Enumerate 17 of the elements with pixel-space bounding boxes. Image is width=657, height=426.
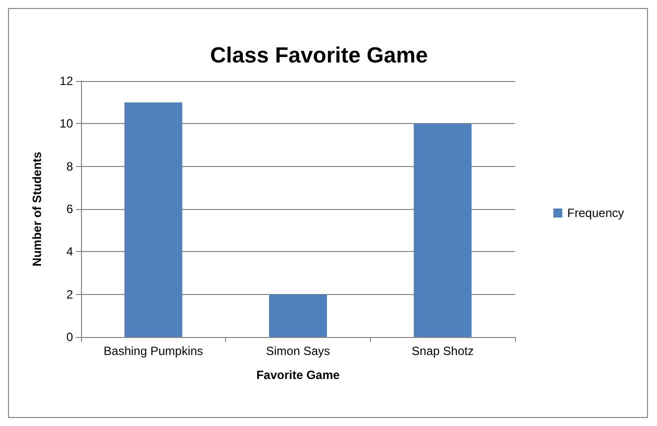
x-axis-title: Favorite Game (256, 368, 340, 382)
y-tick-label: 4 (66, 244, 74, 259)
bar (414, 124, 472, 337)
y-tick-label: 12 (60, 74, 74, 88)
x-tick-label: Bashing Pumpkins (104, 344, 204, 358)
y-tick-label: 10 (60, 116, 74, 131)
chart-title: Class Favorite Game (210, 42, 428, 68)
x-tick-label: Simon Says (266, 344, 330, 358)
y-axis-title: Number of Students (30, 151, 44, 266)
y-tick-label: 0 (66, 330, 74, 344)
legend-label: Frequency (567, 206, 624, 220)
bar (269, 294, 327, 337)
bar (124, 102, 182, 337)
y-tick-label: 6 (66, 202, 74, 216)
x-tick-label: Snap Shotz (412, 344, 474, 358)
y-tick-label: 8 (66, 159, 74, 174)
y-tick-label: 2 (66, 287, 74, 302)
